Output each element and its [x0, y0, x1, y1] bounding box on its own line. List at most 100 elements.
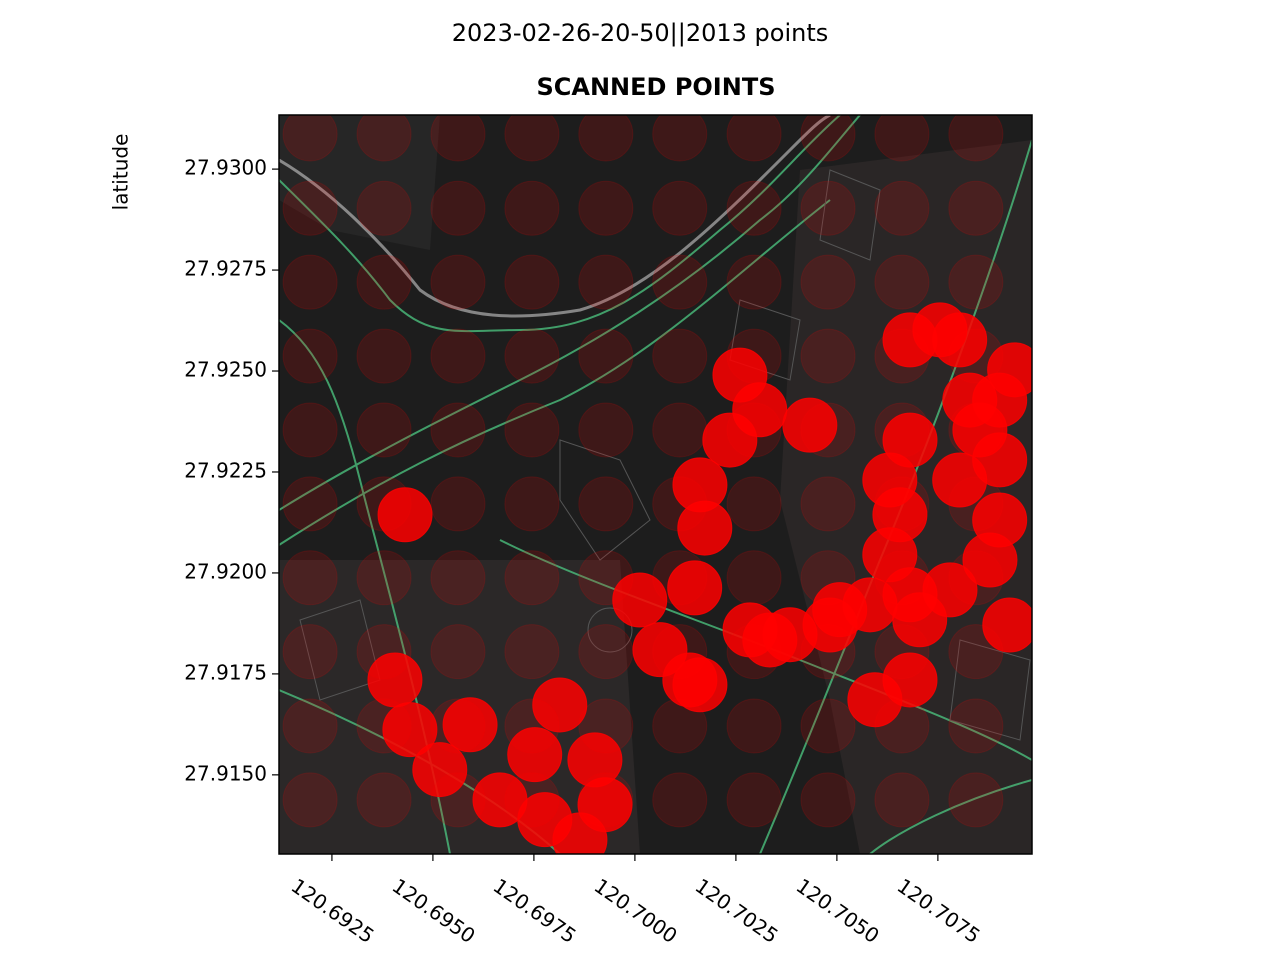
scan-point: [430, 550, 486, 606]
scan-point: [282, 476, 338, 532]
scan-point: [732, 382, 788, 438]
scan-point: [874, 180, 930, 236]
scan-point: [578, 624, 634, 680]
scan-point: [356, 550, 412, 606]
scan-point: [726, 254, 782, 310]
scan-point: [948, 180, 1004, 236]
scan-point: [430, 624, 486, 680]
scan-point: [652, 772, 708, 828]
scan-point: [282, 772, 338, 828]
x-tick-label: 120.7075: [893, 874, 985, 948]
scan-point: [652, 115, 708, 162]
scan-point: [282, 180, 338, 236]
scan-point: [282, 624, 338, 680]
scan-point: [800, 772, 856, 828]
scan-point: [862, 527, 918, 583]
y-tick-label: 27.9275: [184, 257, 267, 281]
scan-point: [800, 328, 856, 384]
suptitle: 2023-02-26-20-50||2013 points: [452, 19, 828, 47]
scan-point: [578, 476, 634, 532]
scan-point: [652, 180, 708, 236]
scan-point: [726, 698, 782, 754]
scan-point: [726, 772, 782, 828]
scan-point: [652, 328, 708, 384]
x-tick-label: 120.7050: [792, 874, 884, 948]
scan-point: [800, 115, 856, 162]
scan-point: [430, 476, 486, 532]
scan-point: [652, 402, 708, 458]
scan-point: [932, 312, 988, 368]
scan-point: [726, 115, 782, 162]
scan-point: [282, 402, 338, 458]
scan-point: [356, 254, 412, 310]
scan-point: [578, 115, 634, 162]
scan-point: [430, 328, 486, 384]
plot-frame: [278, 114, 1033, 855]
y-tick-label: 27.9175: [184, 660, 267, 684]
scan-point: [282, 328, 338, 384]
scan-point: [356, 115, 412, 162]
scan-point: [504, 328, 560, 384]
scan-point: [948, 115, 1004, 162]
scan-point: [356, 180, 412, 236]
scan-point: [430, 402, 486, 458]
scan-point: [874, 115, 930, 162]
scan-point: [800, 476, 856, 532]
scan-point: [504, 115, 560, 162]
scan-point: [504, 254, 560, 310]
scan-point: [874, 254, 930, 310]
scan-point: [782, 397, 838, 453]
scan-point: [356, 328, 412, 384]
scan-point: [672, 657, 728, 713]
scan-point: [892, 592, 948, 648]
scan-point: [800, 698, 856, 754]
scan-point: [504, 550, 560, 606]
scan-point: [504, 476, 560, 532]
scan-point: [667, 560, 723, 616]
scan-point: [800, 180, 856, 236]
scan-point: [726, 180, 782, 236]
y-tick-label: 27.9300: [184, 156, 267, 180]
y-tick-label: 27.9200: [184, 559, 267, 583]
scan-point: [504, 402, 560, 458]
scan-point: [532, 677, 588, 733]
scan-point: [726, 550, 782, 606]
scan-point: [932, 452, 988, 508]
scan-point: [578, 254, 634, 310]
scan-point: [367, 652, 423, 708]
scan-point: [578, 328, 634, 384]
scan-point: [982, 597, 1032, 653]
x-tick-label: 120.6975: [489, 874, 581, 948]
scan-point: [504, 180, 560, 236]
scan-point: [578, 180, 634, 236]
y-tick-label: 27.9225: [184, 458, 267, 482]
y-tick-label: 27.9250: [184, 358, 267, 382]
scan-point: [882, 312, 938, 368]
scan-point: [282, 550, 338, 606]
x-tick-label: 120.7025: [691, 874, 783, 948]
scan-point: [948, 772, 1004, 828]
scan-point: [726, 476, 782, 532]
x-tick-label: 120.6950: [388, 874, 480, 948]
scan-point: [987, 342, 1032, 398]
scan-point: [652, 254, 708, 310]
scan-point: [412, 742, 468, 798]
scan-point: [672, 457, 728, 513]
y-tick-label: 27.9150: [184, 761, 267, 785]
x-tick-label: 120.7000: [590, 874, 682, 948]
scan-point: [382, 702, 438, 758]
scan-point: [507, 727, 563, 783]
scan-point: [504, 624, 560, 680]
scan-point: [356, 772, 412, 828]
scan-point: [812, 582, 868, 638]
scan-point: [612, 572, 668, 628]
scan-point: [282, 115, 338, 162]
scan-point: [948, 698, 1004, 754]
scan-point: [377, 487, 433, 543]
scan-point: [282, 698, 338, 754]
scan-point: [882, 652, 938, 708]
scan-point: [282, 254, 338, 310]
scan-point: [742, 612, 798, 668]
